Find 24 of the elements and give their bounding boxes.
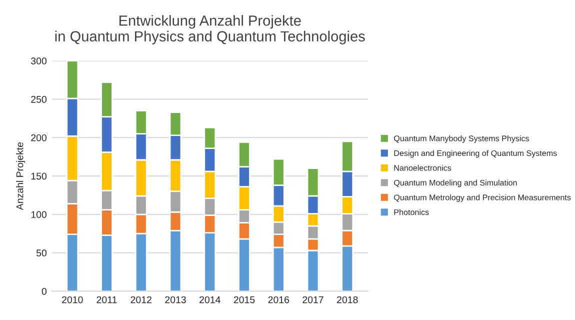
x-tick-label: 2012 — [130, 296, 152, 304]
legend-label: Quantum Modeling and Simulation — [394, 180, 517, 188]
legend-label: Quantum Manybody Systems Physics — [394, 135, 530, 143]
x-tick-label: 2018 — [337, 296, 358, 304]
x-tick-label: 2014 — [200, 296, 220, 304]
legend-label: Photonics — [394, 209, 429, 216]
y-tick-label: 150 — [31, 172, 47, 180]
x-tick-label: 2017 — [302, 296, 324, 304]
y-axis-title: Anzahl Projekte — [16, 142, 26, 210]
y-tick-label: 250 — [31, 96, 47, 103]
x-tick-label: 2011 — [96, 296, 117, 304]
legend-label: Design and Engineering of Quantum Systems — [394, 150, 557, 158]
x-tick-label: 2013 — [165, 296, 186, 304]
y-tick-label: 50 — [36, 250, 47, 256]
x-tick-label: 2016 — [268, 296, 290, 304]
x-tick-label: 2015 — [234, 296, 255, 304]
chart-title: Entwicklung Anzahl Projekte in Quantum Physics and Quantum Technologies — [55, 15, 365, 44]
x-tick-label: 2010 — [62, 296, 83, 304]
y-tick-label: 200 — [31, 134, 47, 142]
y-tick-label: 300 — [31, 58, 47, 64]
legend-label: Nanoelectronics — [394, 164, 452, 171]
y-tick-label: 100 — [31, 211, 47, 218]
legend-label: Quantum Metrology and Precision Measurements — [394, 194, 571, 202]
y-tick-label: 0 — [42, 288, 47, 295]
